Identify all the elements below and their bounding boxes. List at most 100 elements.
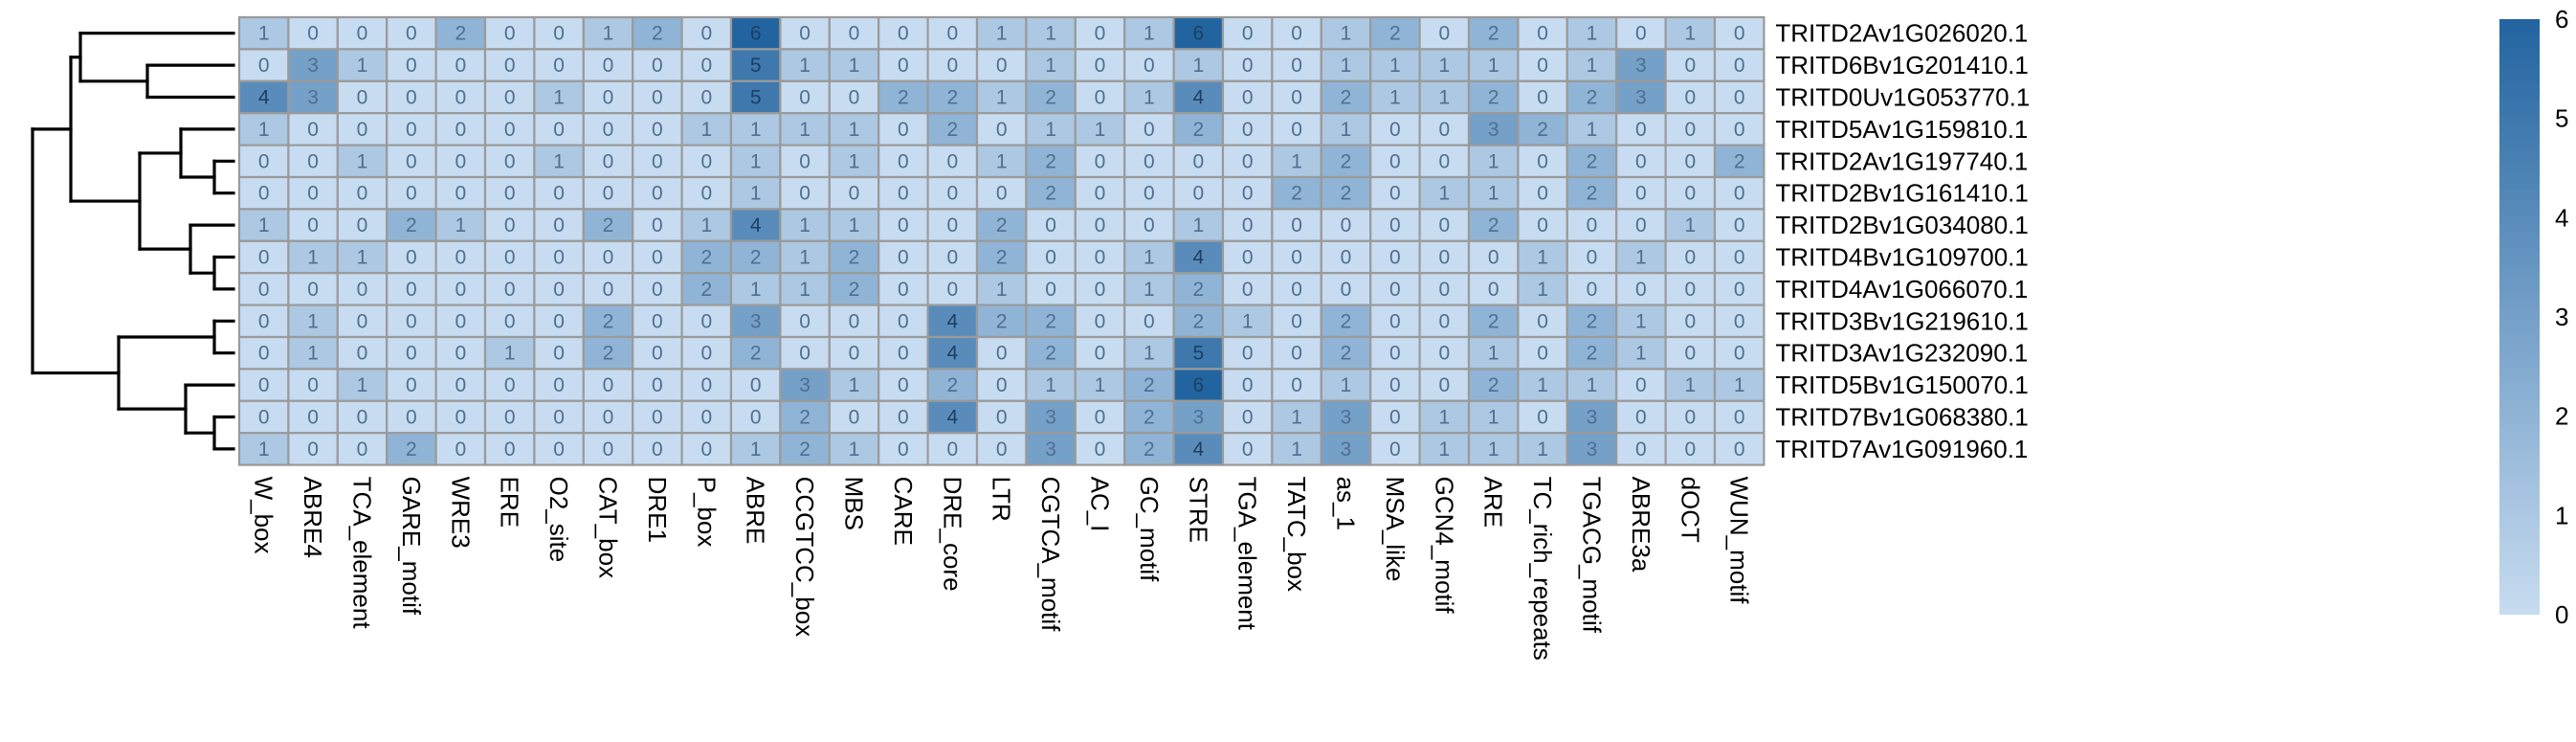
cell-value-label: 1: [849, 150, 860, 172]
heatmap-cell: [1467, 335, 1520, 371]
cell-value-label: 0: [652, 214, 663, 236]
cell-value-label: 1: [1045, 374, 1056, 396]
cell-value-label: 1: [1537, 279, 1548, 301]
row-label: TRITD5Av1G159810.1: [1775, 115, 2028, 144]
column-label: TC_rich_repeats: [1528, 477, 1557, 661]
heatmap-cell: [828, 208, 880, 242]
cell-value-label: 0: [1684, 55, 1696, 77]
cell-value-label: 0: [1144, 183, 1155, 205]
heatmap-cell: [1369, 208, 1421, 242]
cell-value-label: 0: [406, 279, 417, 301]
cell-value-label: 0: [1095, 343, 1106, 365]
cell-value-label: 0: [603, 247, 614, 269]
heatmap-cell: [1664, 208, 1717, 242]
cell-value-label: 0: [1341, 279, 1352, 301]
cell-value-label: 0: [406, 310, 417, 332]
cell-value-label: 0: [799, 150, 811, 172]
heatmap-cell: [729, 368, 782, 402]
heatmap-cell: [680, 48, 733, 82]
cell-value-label: 2: [996, 214, 1008, 236]
cell-value-label: 0: [1734, 87, 1745, 109]
cell-value-label: 0: [1242, 214, 1254, 236]
cell-value-label: 1: [1537, 374, 1548, 396]
heatmap-cell: [1123, 399, 1175, 435]
cell-value-label: 0: [357, 87, 368, 109]
cell-value-label: 0: [553, 247, 565, 269]
cell-value-label: 0: [406, 374, 417, 396]
cell-value-label: 0: [1488, 279, 1499, 301]
cell-value-label: 2: [1734, 150, 1745, 172]
cell-value-label: 0: [1537, 310, 1548, 332]
cell-value-label: 0: [1389, 214, 1401, 236]
cell-value-label: 0: [1192, 150, 1204, 172]
cell-value-label: 0: [1095, 150, 1106, 172]
column-label: GCN4_motif: [1430, 477, 1458, 615]
heatmap-cell: [1074, 15, 1126, 51]
cell-value-label: 1: [750, 438, 762, 461]
cell-value-label: 0: [946, 23, 958, 45]
cell-value-label: 1: [258, 214, 270, 236]
cell-value-label: 3: [799, 374, 811, 396]
row-labels: TRITD2Av1G026020.1 TRITD6Bv1G201410.1 TRIT…: [1775, 19, 2030, 463]
cell-value-label: 1: [1438, 438, 1450, 461]
cell-value-label: 0: [849, 310, 860, 332]
cell-value-label: 3: [1587, 438, 1598, 461]
cell-value-label: 3: [1341, 407, 1352, 429]
heatmap-cell: [1221, 272, 1274, 306]
cell-value-label: 0: [1587, 279, 1598, 301]
column-label: ARE: [1479, 477, 1508, 528]
cell-value-label: 0: [1242, 183, 1254, 205]
row-label: TRITD7Bv1G068380.1: [1775, 403, 2028, 432]
cell-value-label: 2: [1488, 374, 1499, 396]
colorbar-tick-label: 5: [2555, 104, 2568, 133]
column-label: GC_motif: [1135, 477, 1164, 583]
heatmap-cell: [779, 304, 831, 339]
heatmap-cell: [1123, 368, 1175, 402]
heatmap-cell: [1369, 432, 1421, 466]
heatmap-cell: [1123, 48, 1175, 82]
cell-value-label: 2: [1389, 23, 1401, 45]
cell-value-label: 0: [357, 438, 368, 461]
cell-value-label: 1: [799, 119, 811, 141]
cell-value-label: 1: [1587, 119, 1598, 141]
heatmap-cell: [1221, 48, 1274, 82]
cell-value-label: 0: [504, 183, 516, 205]
cell-value-label: 0: [1438, 214, 1450, 236]
cell-value-label: 0: [307, 279, 319, 301]
cell-value-label: 2: [799, 407, 811, 429]
cell-value-label: 0: [1242, 87, 1254, 109]
cell-value-label: 0: [357, 183, 368, 205]
heatmap-cell: [1320, 432, 1372, 466]
cell-value-label: 1: [1144, 23, 1155, 45]
cell-value-label: 0: [504, 214, 516, 236]
heatmap-cell: [1320, 239, 1372, 275]
cell-value-label: 0: [553, 279, 565, 301]
cell-value-label: 0: [1734, 183, 1745, 205]
cell-value-label: 0: [652, 310, 663, 332]
cell-value-label: 1: [1684, 23, 1696, 45]
cell-value-label: 0: [898, 183, 909, 205]
cell-value-label: 0: [849, 183, 860, 205]
heatmap-cell: [877, 335, 929, 371]
heatmap-cell: [1713, 368, 1765, 402]
cell-value-label: 2: [946, 87, 958, 109]
cell-value-label: 1: [799, 214, 811, 236]
cell-value-label: 3: [1341, 438, 1352, 461]
cell-value-label: 0: [258, 279, 270, 301]
heatmap-cell: [926, 48, 979, 82]
cell-value-label: 0: [1242, 407, 1254, 429]
cell-value-label: 1: [1684, 214, 1696, 236]
cell-value-label: 0: [700, 407, 712, 429]
cell-value-label: 2: [1192, 119, 1204, 141]
cell-value-label: 0: [1291, 23, 1302, 45]
heatmap-cell: [779, 399, 831, 435]
cell-value-label: 4: [1192, 87, 1204, 109]
cell-value-label: 2: [1537, 119, 1548, 141]
cell-value-label: 0: [1438, 310, 1450, 332]
cell-value-label: 0: [700, 87, 712, 109]
heatmap-cell: [1418, 399, 1471, 435]
heatmap-cell: [533, 79, 585, 115]
cell-value-label: 1: [1537, 438, 1548, 461]
colorbar-gradient: [2499, 19, 2540, 615]
row-label: TRITD3Av1G232090.1: [1775, 339, 2028, 368]
